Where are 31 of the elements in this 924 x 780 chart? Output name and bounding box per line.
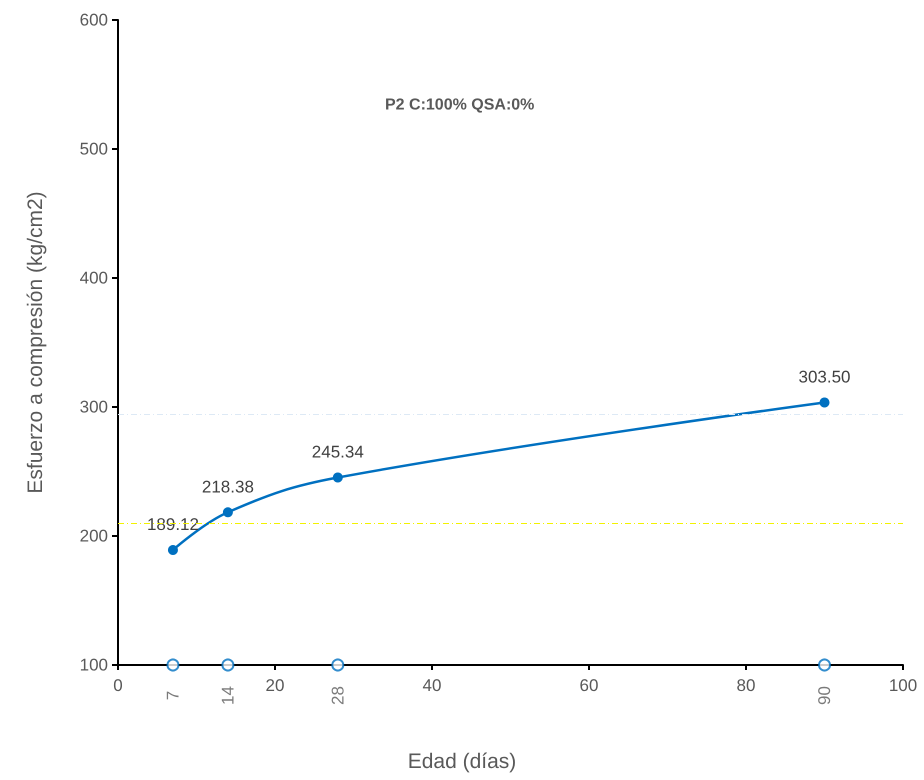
y-tick-label: 200 xyxy=(80,526,108,546)
point xyxy=(818,658,831,672)
point xyxy=(222,507,233,518)
annotation: 7 xyxy=(163,690,182,700)
x-tick-label: 0 xyxy=(113,676,123,695)
y-tick-label: 500 xyxy=(80,140,108,158)
x-axis-title: Edad (días) xyxy=(408,750,516,773)
text: P2 C:100% QSA:0% xyxy=(385,96,534,114)
y-tick-label: 600 xyxy=(80,10,108,30)
x-tick-label: 40 xyxy=(422,676,442,695)
y-tick-label: 400 xyxy=(80,268,108,288)
point xyxy=(331,658,344,672)
x-tick-label: 100 xyxy=(888,676,918,695)
annotation: 14 xyxy=(218,686,238,705)
point xyxy=(820,397,830,408)
data-label: 189.12 xyxy=(146,515,199,534)
x-tick-label: 20 xyxy=(266,676,284,695)
point xyxy=(168,545,178,556)
data-label: 245.34 xyxy=(312,442,364,462)
point xyxy=(221,658,234,672)
annotation: 90 xyxy=(815,686,834,705)
data-label: 218.38 xyxy=(202,477,254,496)
x-tick-label: 60 xyxy=(580,676,598,695)
point xyxy=(332,472,343,483)
data-label: 303.50 xyxy=(798,367,850,386)
y-axis-title: Esfuerzo a compresión (kg/cm2) xyxy=(24,191,47,494)
annotation: 28 xyxy=(328,686,348,705)
point xyxy=(166,658,180,672)
y-tick-label: 300 xyxy=(80,398,108,416)
x-tick-label: 80 xyxy=(736,676,756,695)
y-tick-label: 100 xyxy=(80,656,108,674)
